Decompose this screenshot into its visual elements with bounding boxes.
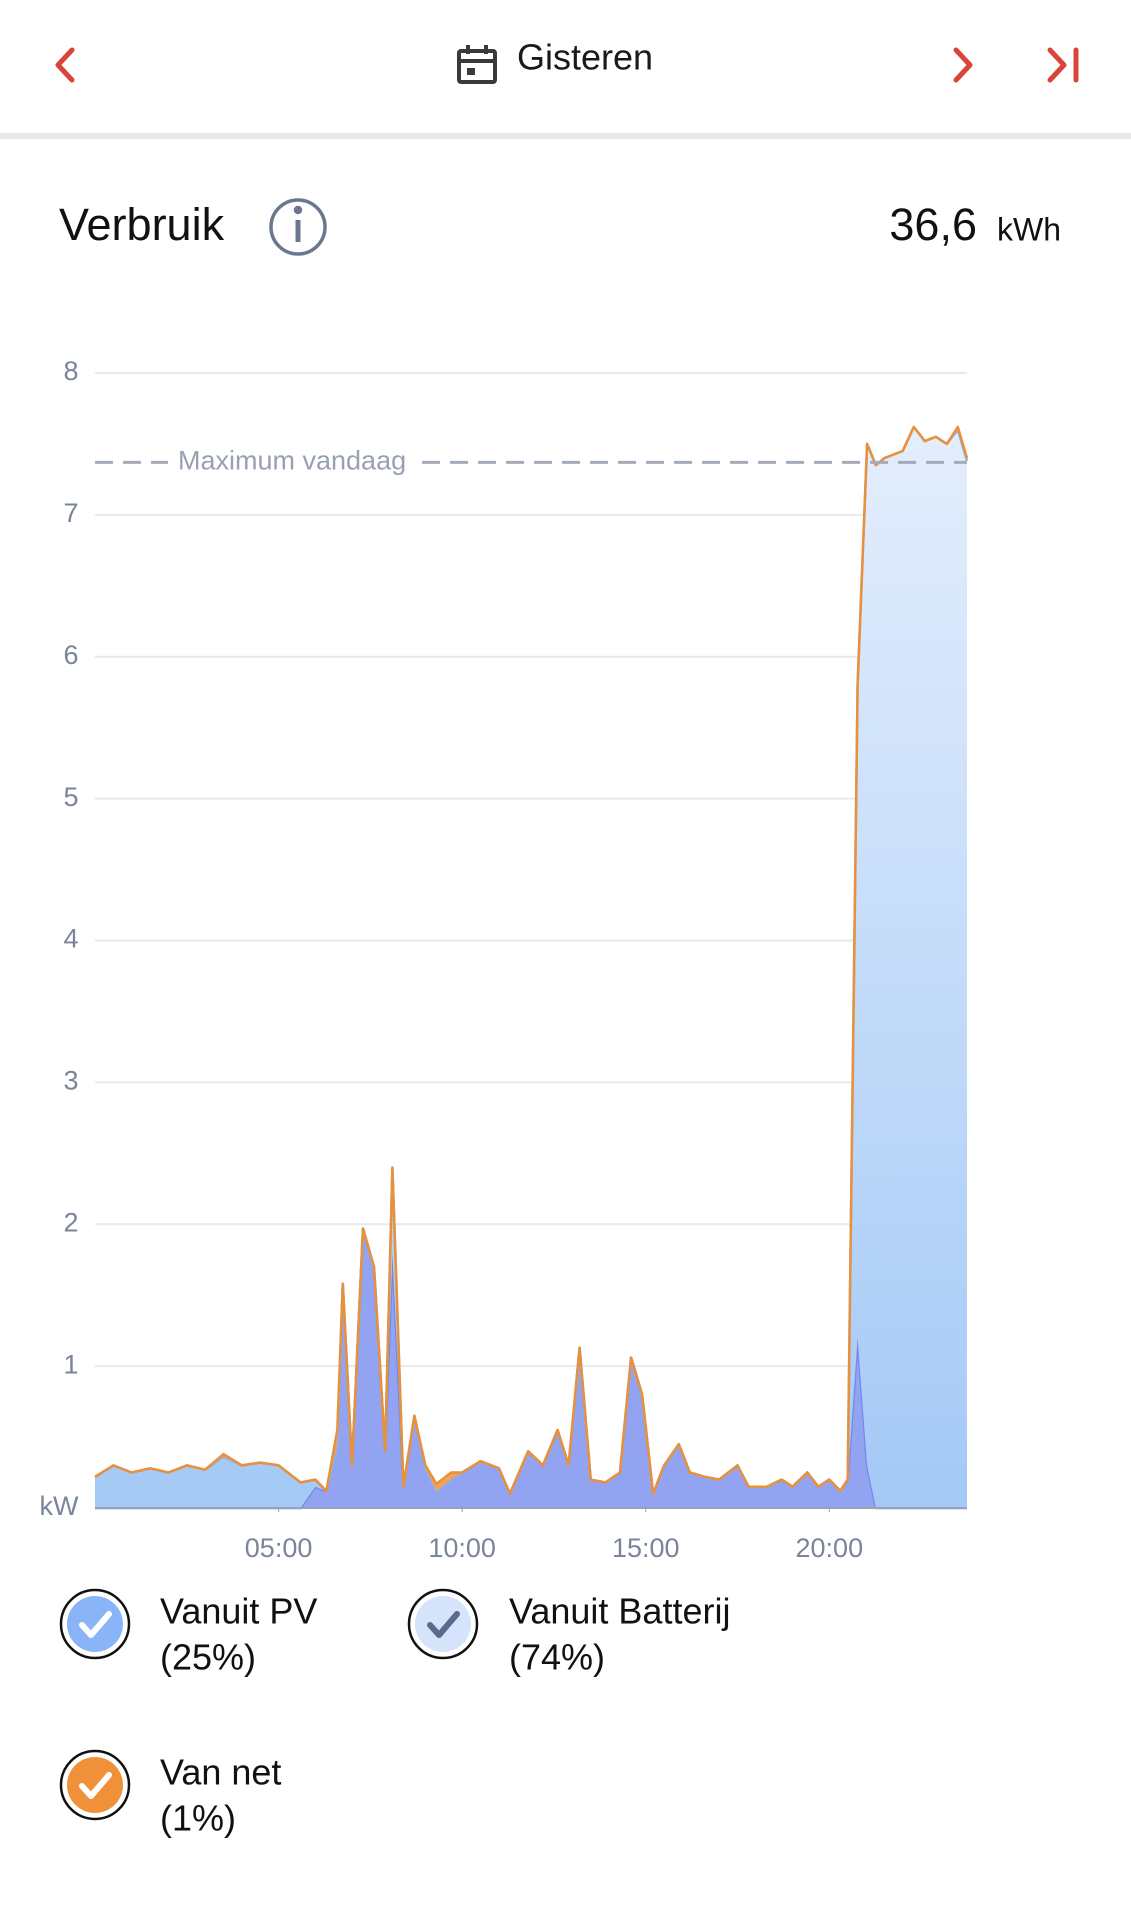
area [95,426,967,1494]
legend-label: Vanuit PV [160,1591,317,1632]
legend-share: (1%) [160,1798,236,1839]
x-tick-label: 05:00 [245,1533,313,1563]
legend-swatch [67,1596,123,1652]
y-tick-label: 2 [63,1207,78,1237]
legend-label: Van net [160,1752,281,1793]
section-title: Verbruik [59,199,225,250]
y-tick-label: 7 [63,498,78,528]
chart: 1 2 3 4 5 6 7 8 kW 05:00 10:00 15:00 20:00 Maximum va… [40,356,969,1563]
y-tick-label: 6 [63,640,78,670]
calendar-icon [457,45,497,84]
x-tick-label: 10:00 [428,1533,496,1563]
legend-label: Vanuit Batterij [509,1591,730,1632]
legend-swatch [67,1757,123,1813]
y-tick-label: 8 [63,356,78,386]
area-line [94,425,969,1496]
y-unit-label: kW [40,1491,80,1521]
legend-check [79,1611,112,1638]
max-line-label: Maximum vandaag [178,446,406,476]
y-tick-label: 1 [63,1349,78,1379]
area [95,426,967,1508]
total-unit: kWh [997,211,1061,247]
x-tick-label: 15:00 [612,1533,680,1563]
date-label[interactable]: Gisteren [517,37,653,78]
legend-item[interactable]: Vanuit Batterij (74%) [407,1588,730,1678]
area-line [94,425,969,1496]
info-button[interactable] [269,198,327,256]
x-tick-label: 20:00 [796,1533,864,1563]
legend-item[interactable]: Van net (1%) [59,1749,281,1839]
legend: Vanuit PV (25%) Vanuit Batterij (74%) Van ne… [59,1588,730,1839]
legend-swatch [415,1596,471,1652]
y-tick-label: 4 [63,924,78,954]
legend-check [427,1611,460,1638]
legend-share: (74%) [509,1637,605,1678]
back-button[interactable] [55,47,75,83]
last-button[interactable] [1047,47,1079,83]
legend-item[interactable]: Vanuit PV (25%) [59,1588,317,1678]
y-tick-label: 5 [63,782,78,812]
legend-share: (25%) [160,1637,256,1678]
separator [0,133,1131,139]
next-button[interactable] [953,47,973,83]
total-value: 36,6 [889,199,977,250]
y-tick-label: 3 [63,1066,78,1096]
legend-check [79,1772,112,1799]
